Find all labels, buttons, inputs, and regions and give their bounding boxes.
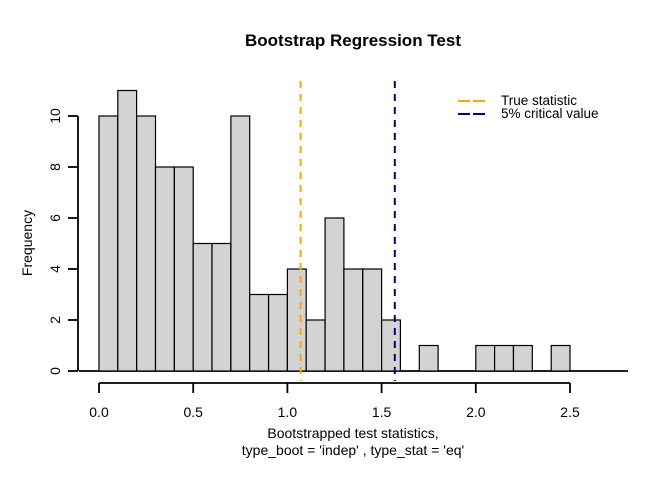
y-axis-title: Frequency (19, 209, 35, 277)
histogram-bar (418, 344, 439, 372)
legend: True statistic 5% critical value (458, 93, 599, 121)
histogram-bar (98, 115, 119, 372)
histogram-bar (512, 344, 533, 372)
histogram-bar (230, 115, 251, 372)
y-tick-label: 0 (47, 367, 63, 375)
legend-item-critical-value: 5% critical value (458, 105, 599, 121)
y-tick-label: 2 (47, 316, 63, 324)
histogram-bar (136, 115, 157, 372)
navy-dashed-line-sample (458, 112, 485, 115)
histogram-bar (305, 319, 326, 372)
histogram-bar (286, 268, 307, 372)
histogram-bar (381, 319, 402, 372)
x-tick-label: 0.0 (89, 404, 109, 420)
x-tick-label: 1.0 (277, 404, 298, 420)
chart-title: Bootstrap Regression Test (244, 31, 462, 50)
histogram-bar (173, 166, 194, 372)
legend-label-true-statistic: True statistic (501, 93, 578, 108)
histogram-bar (268, 293, 289, 372)
x-tick-label: 1.5 (371, 404, 392, 420)
x-axis-title-line1: Bootstrapped test statistics, (267, 425, 439, 441)
histogram-bar (362, 268, 383, 372)
x-tick-label: 2.0 (466, 404, 486, 420)
histogram-bar (154, 166, 175, 372)
histogram-bar (192, 242, 213, 372)
histogram-bar (343, 268, 364, 372)
y-tick-label: 10 (47, 108, 63, 124)
legend-item-true-statistic: True statistic (458, 93, 599, 108)
x-axis-title-line2: type_boot = 'indep' , type_stat = 'eq' (241, 442, 465, 458)
legend-label-critical-value: 5% critical value (501, 105, 599, 121)
histogram-bar (475, 344, 496, 372)
histogram-bar (117, 89, 138, 372)
y-tick-label: 6 (47, 214, 63, 222)
histogram-bar (249, 293, 270, 372)
histogram-bar (324, 217, 345, 372)
histogram-bar (494, 344, 515, 372)
x-tick-label: 0.5 (183, 404, 203, 420)
y-tick-label: 8 (47, 163, 63, 171)
histogram-bar (550, 344, 571, 372)
orange-dashed-line-sample (458, 100, 485, 103)
histogram-bar (211, 242, 232, 372)
y-tick-label: 4 (47, 265, 63, 273)
x-tick-label: 2.5 (560, 404, 580, 420)
